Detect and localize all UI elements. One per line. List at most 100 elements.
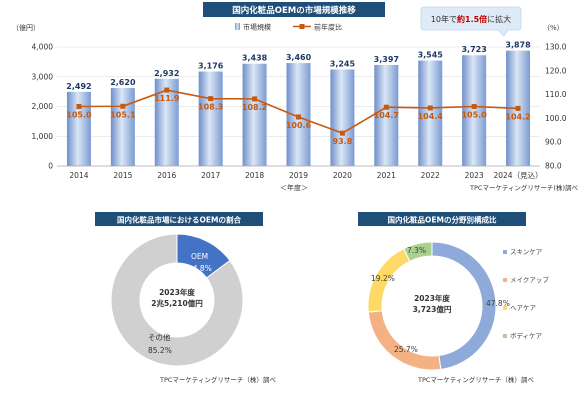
slice-percent: 25.7%	[394, 345, 418, 354]
callout-prefix: 10年で	[431, 14, 457, 24]
y-axis-left-unit: （億円）	[12, 23, 40, 32]
x-tick-label: 2015	[113, 171, 132, 180]
line-marker	[471, 104, 477, 109]
donut-center-line2: 3,723億円	[413, 304, 452, 314]
x-tick-label: 2014	[69, 171, 88, 180]
chart3-title: 国内化粧品OEMの分野別構成比	[388, 215, 497, 225]
bar-value-label: 3,176	[198, 62, 224, 71]
line-value-label: 108.3	[198, 103, 223, 112]
legend-swatch	[503, 334, 507, 338]
legend-swatch	[503, 278, 507, 282]
line-marker	[383, 104, 389, 110]
title-box	[95, 212, 263, 226]
bar-value-label: 3,545	[418, 51, 444, 60]
slice-labels: OEM 14.8% その他 85.2%	[148, 252, 212, 355]
bar-value-label: 3,438	[242, 54, 268, 63]
legend-swatch-bar	[235, 23, 240, 30]
bar	[462, 55, 487, 166]
line-value-label: 105.0	[66, 111, 92, 120]
pie-slice	[110, 233, 244, 367]
slice-percent: 7.3%	[407, 246, 426, 255]
pie-slices	[110, 233, 244, 367]
legend-label: ヘアケア	[510, 304, 537, 312]
line-marker	[427, 105, 433, 111]
bar-value-label: 2,492	[66, 82, 91, 91]
slice-labels: 47.8% 25.7% 19.2% 7.3%	[371, 246, 510, 354]
line-marker	[515, 105, 521, 111]
x-tick-label: 2017	[201, 171, 220, 180]
legend-swatch	[503, 306, 507, 310]
callout-text: 10年で約1.5倍に拡大	[431, 14, 511, 24]
line-marker	[164, 87, 170, 93]
y-tick-right: 110.0	[545, 90, 567, 99]
y-tick-right: 90.0	[545, 138, 562, 147]
x-axis-label: ＜年度＞	[280, 183, 308, 192]
legend-label: ボディケア	[510, 331, 543, 340]
y-tick-left: 1,000	[32, 132, 54, 141]
slice-percent: 85.2%	[148, 346, 172, 355]
pie-center-line2: 2兆5,210億円	[151, 298, 203, 308]
x-tick-label: 2024（見込）	[493, 171, 542, 180]
line-marker	[208, 96, 214, 102]
y-axis-right-unit: （%）	[543, 24, 564, 32]
bar	[418, 60, 443, 166]
x-tick-label: 2019	[289, 171, 308, 180]
slice-name: OEM	[191, 252, 208, 261]
line-marker	[120, 103, 126, 109]
bar-value-label: 3,460	[286, 53, 312, 62]
axes: 0 1,000 2,000 3,000 4,000 80.0 90.0 100.0 110.0 1…	[32, 43, 567, 181]
line-value-label: 105.0	[461, 111, 487, 120]
x-tick-label: 2018	[245, 171, 264, 180]
donut-center-line1: 2023年度	[414, 293, 450, 303]
callout: 10年で約1.5倍に拡大	[420, 6, 522, 37]
legend-label: メイクアップ	[510, 276, 549, 284]
legend-marker-line	[299, 24, 305, 29]
callout-suffix: に拡大	[487, 14, 511, 24]
market-size-chart: 国内化粧品OEMの市場規模推移 市場規模 前年度比 10年で約1.5倍に拡大 （…	[12, 2, 578, 192]
line-marker	[296, 114, 301, 120]
bar-value-label: 3,397	[374, 55, 399, 64]
y-tick-right: 100.0	[545, 114, 567, 123]
title-box	[203, 2, 385, 17]
chart3-source: TPCマーケティングリサーチ（株）調べ	[417, 375, 534, 384]
bar	[242, 63, 267, 167]
chart1-source: TPCマーケティングリサーチ(株)調べ	[469, 183, 578, 192]
x-tick-label: 2020	[333, 171, 352, 180]
bar-value-label: 3,245	[330, 59, 356, 68]
line-series: 105.0 105.1 111.9 108.3 108.2 100.6 93.8 104.7 1…	[66, 87, 531, 146]
y-tick-right: 80.0	[545, 162, 562, 171]
callout-bubble	[420, 6, 522, 37]
legend-label-line: 前年度比	[314, 23, 342, 32]
x-tick-label: 2023	[465, 171, 484, 180]
legend: 市場規模 前年度比	[235, 23, 342, 32]
legend-label-bar: 市場規模	[243, 23, 271, 32]
line-value-label: 104.7	[374, 111, 399, 120]
x-tick-label: 2021	[377, 171, 396, 180]
line-value-label: 93.8	[333, 137, 353, 146]
y-tick-left: 2,000	[32, 102, 54, 111]
line-value-label: 104.2	[505, 112, 530, 121]
slice-percent: 19.2%	[371, 274, 395, 283]
y-tick-left: 4,000	[32, 43, 54, 52]
bar-value-label: 3,723	[461, 45, 486, 54]
slice-percent: 47.8%	[486, 299, 510, 308]
bar	[198, 71, 223, 166]
oem-share-chart: 国内化粧品市場におけるOEMの割合 OEM 14.8% その他 85.2% 2023年…	[95, 212, 276, 384]
bar	[66, 91, 91, 166]
bar	[110, 88, 135, 166]
chart1-title: 国内化粧品OEMの市場規模推移	[232, 5, 356, 16]
line-marker	[339, 130, 345, 136]
x-tick-label: 2022	[421, 171, 440, 180]
line-value-label: 105.1	[110, 110, 136, 119]
line-value-label: 100.6	[286, 121, 312, 130]
chart2-source: TPCマーケティングリサーチ（株）調べ	[159, 375, 276, 384]
line-marker	[252, 96, 258, 102]
y-tick-left: 0	[48, 162, 53, 171]
title-box	[358, 212, 526, 226]
donut-slices	[367, 241, 497, 371]
bar	[374, 64, 399, 166]
bar-value-label: 2,932	[154, 69, 179, 78]
line-marker	[76, 104, 82, 109]
